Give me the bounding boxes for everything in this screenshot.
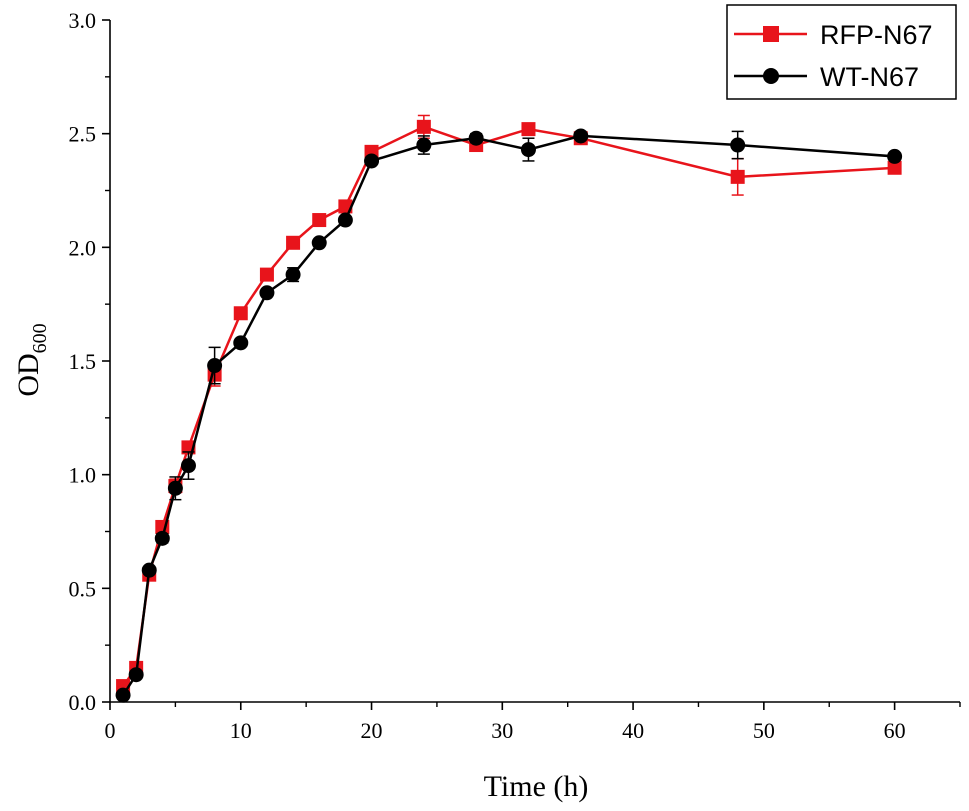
x-tick-label: 50: [753, 718, 775, 743]
data-point: [573, 128, 589, 144]
data-point: [286, 235, 301, 250]
data-point: [364, 153, 380, 169]
data-point: [154, 530, 170, 546]
x-tick-label: 0: [105, 718, 116, 743]
x-tick-label: 60: [884, 718, 906, 743]
data-point: [887, 148, 903, 164]
data-point: [312, 213, 327, 228]
y-tick-label: 0.0: [69, 690, 97, 715]
x-axis-ticks: 0 10 20 30 40 50 60: [105, 702, 961, 743]
data-point: [416, 119, 431, 134]
legend-label-wt: WT-N67: [820, 62, 919, 92]
x-tick-label: 20: [361, 718, 383, 743]
x-tick-label: 10: [230, 718, 252, 743]
x-tick-label: 30: [491, 718, 513, 743]
data-point: [167, 480, 183, 496]
data-point: [233, 306, 248, 321]
data-point: [285, 267, 301, 283]
data-point: [887, 160, 902, 175]
legend-marker-rfp: [763, 26, 779, 42]
y-tick-label: 1.5: [69, 349, 97, 374]
data-point: [233, 335, 249, 351]
series-wt-n67: [115, 128, 903, 703]
data-point: [337, 212, 353, 228]
data-point: [259, 285, 275, 301]
data-point: [468, 130, 484, 146]
y-tick-label: 1.0: [69, 463, 97, 488]
series-line-rfp-n67: [122, 125, 895, 687]
legend: RFP-N67 WT-N67: [726, 4, 957, 100]
data-point: [521, 122, 536, 137]
x-axis-title: Time (h): [484, 770, 589, 803]
data-point: [128, 667, 144, 683]
y-axis-ticks: 0.0 0.5 1.0 1.5 2.0 2.5 3.0: [69, 8, 110, 715]
y-tick-label: 2.0: [69, 235, 97, 260]
data-point: [730, 169, 745, 184]
data-point: [207, 358, 223, 374]
legend-box: [726, 4, 957, 100]
series-rfp-n67: [116, 114, 902, 694]
y-axis-title: OD600: [12, 323, 51, 396]
legend-marker-wt: [763, 68, 779, 84]
data-point: [180, 458, 196, 474]
data-point: [730, 137, 746, 153]
series-line-wt-n67: [122, 134, 895, 696]
data-point: [141, 562, 157, 578]
data-point: [520, 142, 536, 158]
data-point: [115, 687, 131, 703]
x-tick-label: 40: [622, 718, 644, 743]
y-tick-label: 2.5: [69, 122, 97, 147]
legend-label-rfp: RFP-N67: [820, 20, 933, 50]
series-layer: [115, 114, 903, 703]
data-point: [311, 235, 327, 251]
y-axis-title-base: OD: [12, 353, 45, 396]
data-point: [416, 137, 432, 153]
y-tick-label: 3.0: [69, 8, 97, 33]
y-axis-title-subscript: 600: [29, 323, 51, 353]
y-tick-label: 0.5: [69, 576, 97, 601]
data-point: [259, 267, 274, 282]
